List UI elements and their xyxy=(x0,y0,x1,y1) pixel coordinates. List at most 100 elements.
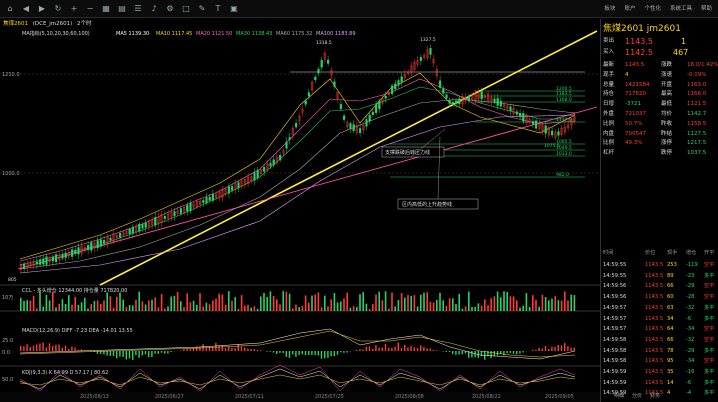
candle-body xyxy=(503,103,506,108)
date-label: 2025/08/08 xyxy=(395,394,424,400)
macd-bar xyxy=(240,346,243,351)
candle-body xyxy=(285,142,288,149)
candle-body xyxy=(317,68,320,74)
period-label[interactable]: 2个时 xyxy=(76,21,92,27)
pen-icon[interactable]: ✎ xyxy=(198,4,206,13)
candlesticks[interactable] xyxy=(19,44,576,274)
macd-bar xyxy=(535,349,537,351)
back-icon[interactable]: ◀ xyxy=(22,4,30,13)
candle-body xyxy=(554,131,557,138)
macd-bar xyxy=(343,351,345,353)
volume-bar xyxy=(170,296,172,311)
trade-cell: 64 xyxy=(667,326,674,333)
macd-bar xyxy=(538,347,540,351)
col-header: 时间 xyxy=(603,250,614,256)
sell-row[interactable]: 卖出 1143.5 1 xyxy=(603,37,717,47)
list-icon[interactable]: ☰ xyxy=(134,4,142,13)
quote-row: 总量 1421584 开盘 1163.0 xyxy=(603,81,717,91)
candle-body xyxy=(455,100,458,104)
candle-body xyxy=(112,234,115,242)
zoom-in-icon[interactable]: + xyxy=(70,4,78,13)
grid-icon[interactable]: ▦ xyxy=(102,4,110,13)
quote-cell: 比例 xyxy=(603,120,615,127)
macd-bar xyxy=(256,349,259,351)
macd-bar xyxy=(442,351,444,352)
volume-bar xyxy=(247,304,249,311)
menu-item[interactable]: 板块 xyxy=(604,6,616,12)
macd-bar xyxy=(192,348,195,351)
macd-bar xyxy=(416,347,419,351)
macd-bar xyxy=(375,345,377,351)
menu-item[interactable]: 帮助 xyxy=(700,6,712,12)
trade-cell: 14 xyxy=(667,379,674,386)
menu-item[interactable]: 账户 xyxy=(624,6,636,12)
volume-bar xyxy=(391,292,393,311)
candle-body xyxy=(96,240,99,248)
home-icon[interactable]: ⌂ xyxy=(7,4,13,13)
main-chart-svg[interactable]: MA指标(5,10,20,30,60,100) MA5 1139.30 MA10… xyxy=(0,29,600,392)
macd-bar xyxy=(404,344,406,351)
candle-body xyxy=(464,97,467,101)
candle-body xyxy=(375,104,378,113)
buy-row[interactable]: 买入 1142.5 467 xyxy=(603,48,717,58)
refresh-icon[interactable]: ↻ xyxy=(54,4,62,13)
candle-body xyxy=(291,128,294,136)
level-label: 1049.5 xyxy=(556,145,572,151)
menu-item[interactable]: 个性化 xyxy=(644,6,661,12)
candle-body xyxy=(282,150,285,154)
candle-body xyxy=(403,73,406,79)
zoom-out-icon[interactable]: − xyxy=(86,4,94,13)
tab-price[interactable]: 分价 xyxy=(632,393,643,399)
volume-bar xyxy=(260,296,262,311)
tab-finance[interactable]: 财务 xyxy=(650,393,661,399)
candle-body xyxy=(227,186,230,194)
volume-bar xyxy=(29,300,32,311)
settings-icon[interactable]: ⚙ xyxy=(166,4,174,13)
candle-body xyxy=(99,239,102,247)
quote-row: 日增 -3721 最低 1121.5 xyxy=(603,100,717,110)
trade-row: 14:59:56 1143.5 66 -29 空平 xyxy=(603,282,717,292)
chart-icon[interactable]: ▤ xyxy=(118,4,126,13)
macd-bar xyxy=(260,350,262,351)
forward-icon[interactable]: ▶ xyxy=(38,4,46,13)
volume-bar xyxy=(148,300,150,311)
annotation-box[interactable] xyxy=(381,146,445,158)
candle-body xyxy=(144,222,147,228)
bell-icon[interactable]: ♪ xyxy=(151,4,157,13)
volume-bar xyxy=(167,306,169,311)
volume-bar xyxy=(378,291,380,311)
quote-cell: 1166.0 xyxy=(687,91,707,98)
text-icon[interactable]: T xyxy=(215,4,221,13)
quote-cell: 1158.5 xyxy=(687,120,707,127)
macd-bar xyxy=(336,351,339,355)
candle-body xyxy=(560,128,563,135)
candle-body xyxy=(551,130,554,136)
candle-body xyxy=(368,115,371,122)
volume-bar xyxy=(461,308,464,311)
macd-bar xyxy=(452,351,454,354)
uptrend-line[interactable] xyxy=(17,106,598,270)
tab-detail[interactable]: 明细 xyxy=(614,393,625,399)
quote-cell: 日增 xyxy=(603,101,615,108)
window-icon[interactable]: □ xyxy=(182,4,190,13)
macd-bar xyxy=(564,343,566,351)
instrument-name[interactable]: 焦煤2601 xyxy=(3,21,28,27)
macd-bar xyxy=(208,346,211,351)
volume-bar xyxy=(400,293,403,311)
resistance-trendline[interactable] xyxy=(99,30,598,286)
candle-body xyxy=(499,100,502,107)
macd-bar xyxy=(234,348,236,351)
trade-cell: 1143.5 xyxy=(645,315,664,322)
col-header: 现手 xyxy=(667,250,678,256)
macd-bar xyxy=(160,351,163,353)
volume-bar xyxy=(554,296,556,311)
volume-bar xyxy=(68,295,70,311)
macd-bar xyxy=(23,346,25,351)
menu-item[interactable]: 系统工具 xyxy=(669,6,692,12)
calendar-icon[interactable]: ▣ xyxy=(230,4,238,13)
toolbar: ⌂ ◀ ▶ ↻ + − ▦ ▤ ☰ ♪ ⚙ □ ✎ T ▣ 板块 账户 个性化 … xyxy=(0,0,718,18)
chart-area[interactable]: MA指标(5,10,20,30,60,100) MA5 1139.30 MA10… xyxy=(0,29,600,392)
volume-bar xyxy=(234,297,236,311)
volume-bar xyxy=(381,300,384,311)
ma100-label: MA100 1183.89 xyxy=(316,31,356,37)
